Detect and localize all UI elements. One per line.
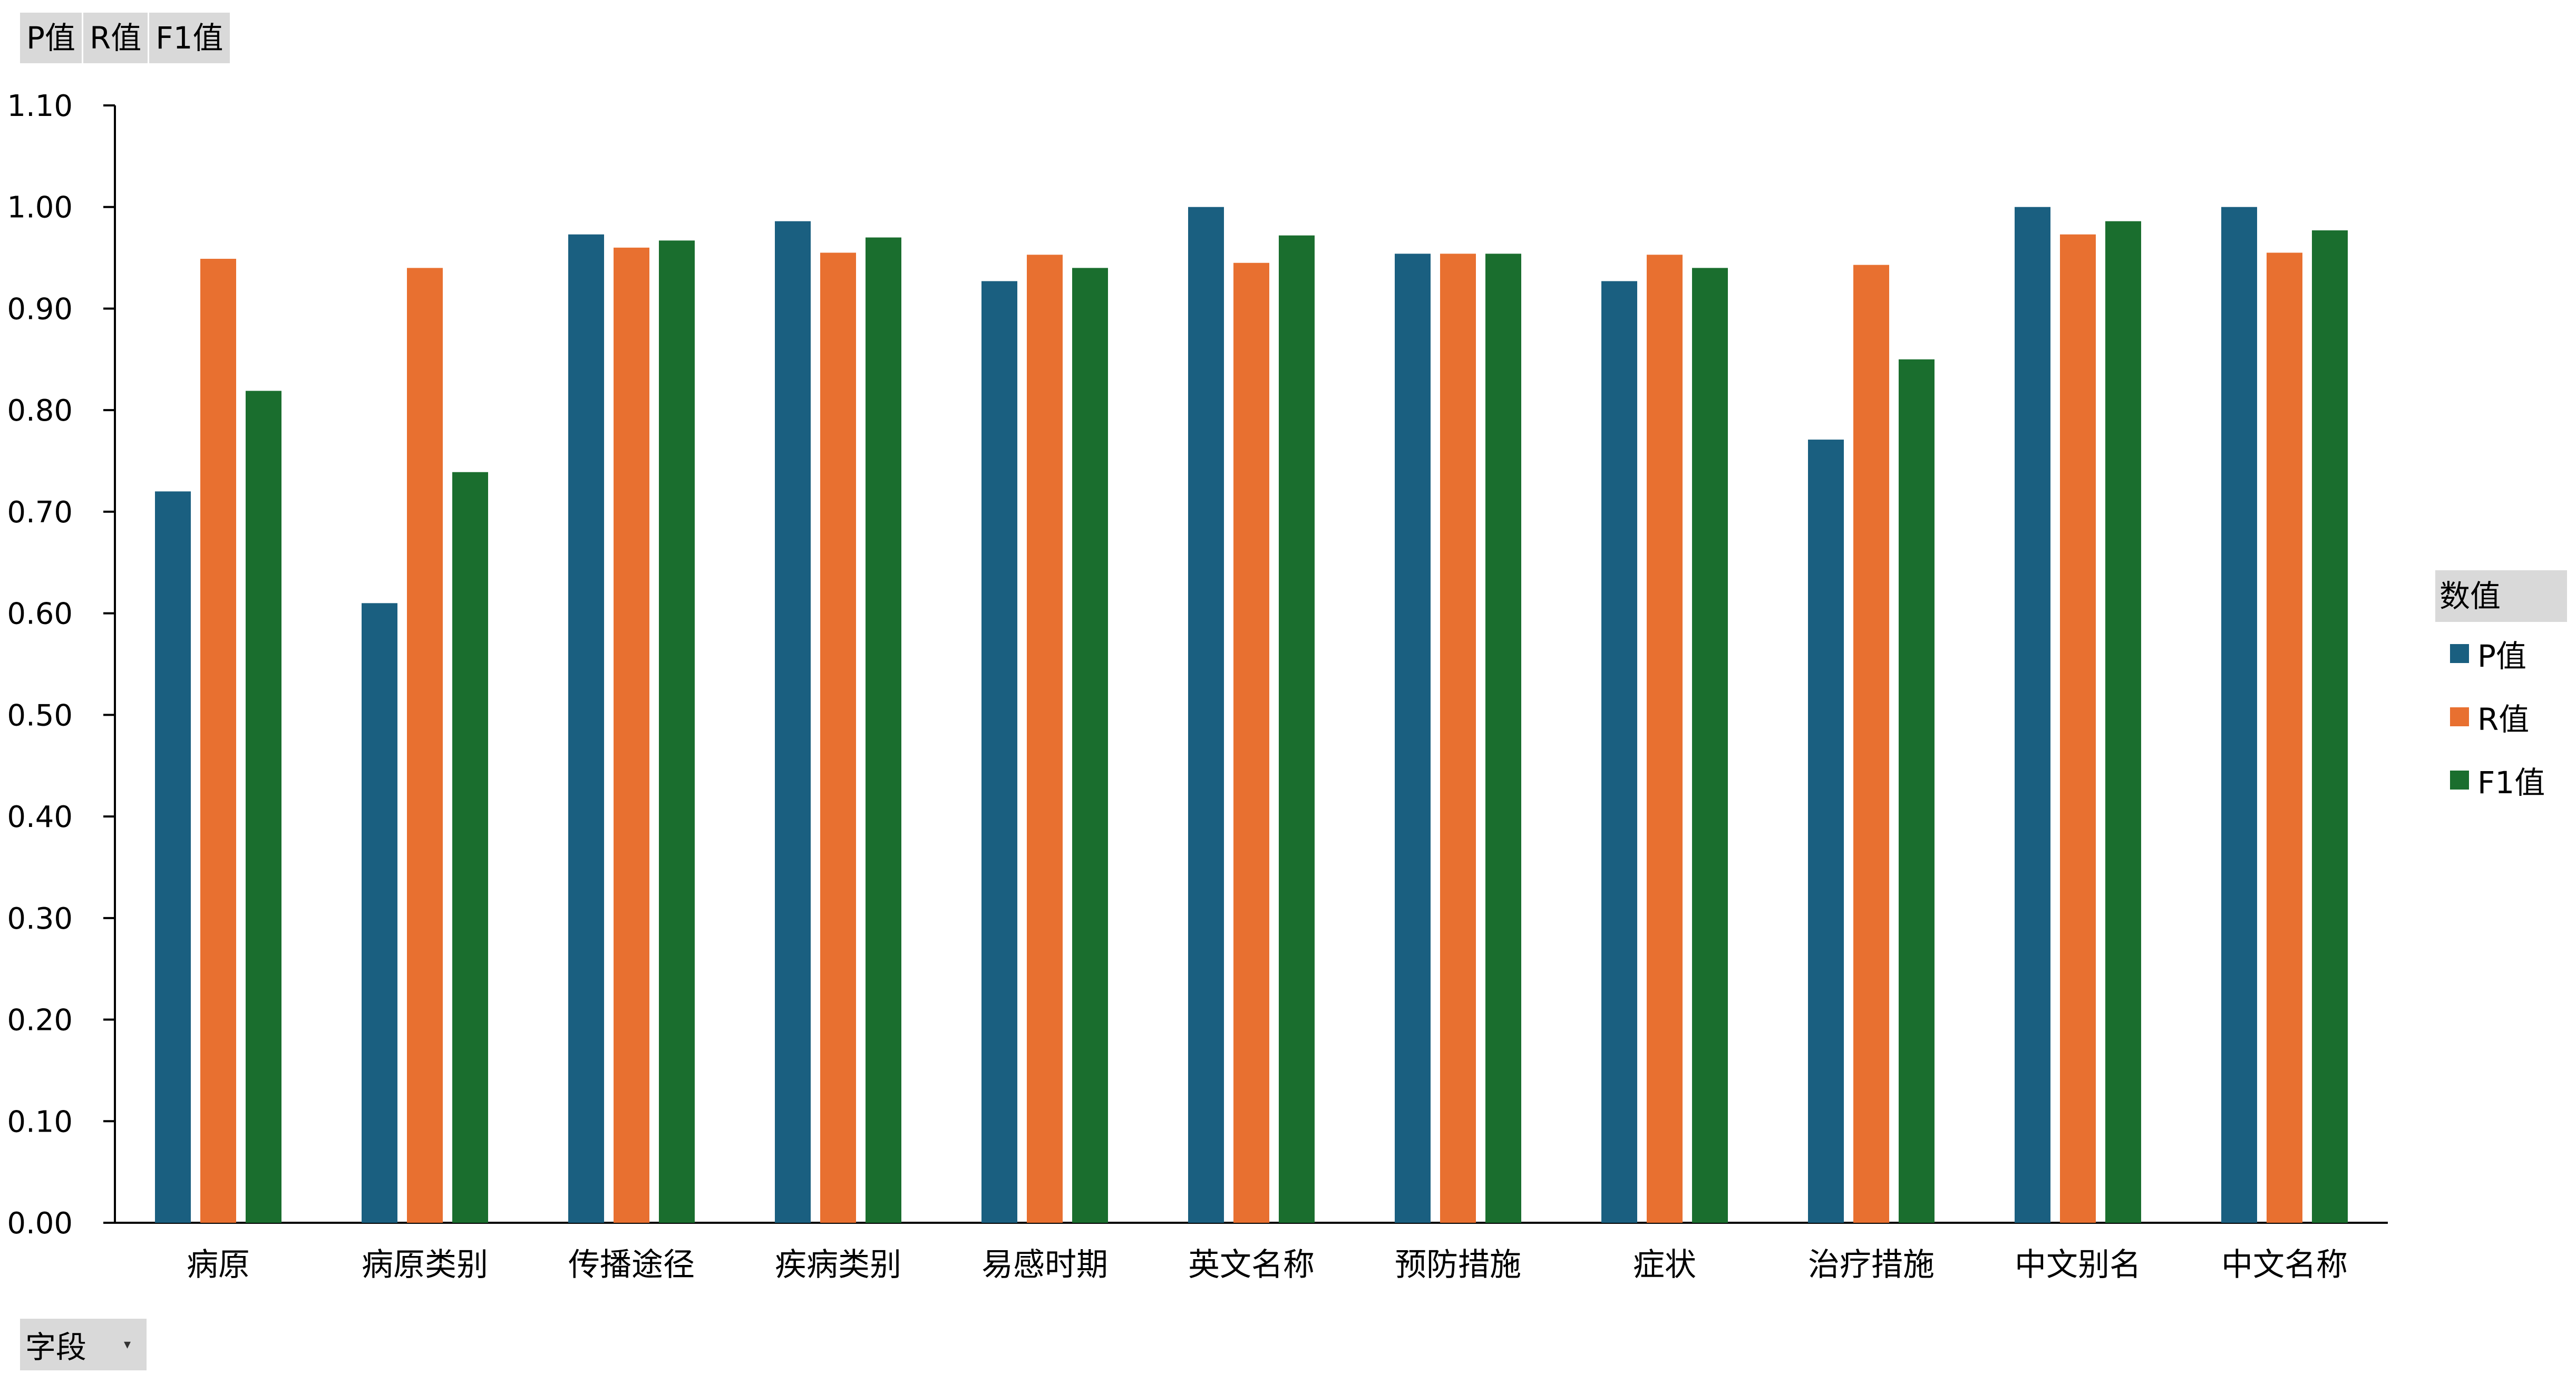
bar-r xyxy=(2060,234,2096,1223)
x-tick-label: 中文别名 xyxy=(2015,1246,2141,1283)
y-tick-label: 1.10 xyxy=(7,89,73,123)
x-tick-label: 传播途径 xyxy=(568,1246,695,1283)
axis-field-label: 字段 xyxy=(25,1329,87,1365)
bar-p xyxy=(155,491,191,1223)
bar-r xyxy=(200,259,236,1223)
bar-f1 xyxy=(246,391,281,1223)
bar-p xyxy=(775,221,811,1223)
bar-p xyxy=(1395,254,1431,1223)
bar-p xyxy=(1188,207,1224,1223)
x-tick-label: 中文名称 xyxy=(2221,1246,2348,1283)
bar-r xyxy=(1233,262,1269,1223)
bar-r xyxy=(1027,255,1063,1223)
legend-label-r: R值 xyxy=(2477,702,2530,737)
value-field-buttons: P值 R值 F1值 xyxy=(20,13,231,63)
y-tick-label: 0.60 xyxy=(7,597,73,631)
legend-swatch-f1 xyxy=(2450,771,2469,790)
field-button-r[interactable]: R值 xyxy=(83,13,150,63)
x-tick-label: 症状 xyxy=(1633,1246,1696,1283)
y-tick-label: 0.00 xyxy=(7,1206,73,1241)
bar-r xyxy=(1647,255,1683,1223)
bar-p xyxy=(981,281,1017,1223)
x-tick-label: 英文名称 xyxy=(1188,1246,1315,1283)
bar-f1 xyxy=(1692,268,1728,1223)
x-tick-label: 病原 xyxy=(187,1246,250,1283)
y-tick-label: 0.40 xyxy=(7,800,73,834)
y-tick-label: 0.10 xyxy=(7,1105,73,1139)
bar-f1 xyxy=(1485,254,1521,1223)
chevron-down-icon[interactable]: ▾ xyxy=(123,1337,131,1352)
x-tick-label: 易感时期 xyxy=(981,1246,1108,1283)
y-tick-label: 0.70 xyxy=(7,495,73,530)
bar-f1 xyxy=(452,472,488,1223)
bar-r xyxy=(2267,252,2302,1223)
bar-p xyxy=(1808,440,1844,1223)
bar-p xyxy=(1601,281,1637,1223)
bar-f1 xyxy=(1279,235,1315,1223)
y-tick-label: 0.20 xyxy=(7,1004,73,1038)
bar-r xyxy=(1440,254,1476,1223)
y-tick-label: 1.00 xyxy=(7,191,73,225)
y-tick-label: 0.50 xyxy=(7,698,73,733)
legend-label-f1: F1值 xyxy=(2477,765,2545,801)
bar-r xyxy=(820,252,856,1223)
y-tick-label: 0.90 xyxy=(7,292,73,326)
bar-r xyxy=(407,268,443,1223)
bar-f1 xyxy=(2312,230,2348,1223)
bar-r xyxy=(1853,265,1889,1223)
bar-p xyxy=(362,603,397,1223)
axis-field-dropdown[interactable]: 字段 ▾ xyxy=(20,1319,147,1370)
bar-f1 xyxy=(866,237,901,1223)
x-tick-label: 治疗措施 xyxy=(1808,1246,1935,1283)
field-button-p[interactable]: P值 xyxy=(20,13,83,63)
legend-item-f1: F1值 xyxy=(2435,748,2567,812)
x-tick-label: 预防措施 xyxy=(1395,1246,1521,1283)
bar-f1 xyxy=(659,240,695,1223)
legend-item-r: R值 xyxy=(2435,685,2567,748)
legend-swatch-r xyxy=(2450,707,2469,726)
field-button-f1[interactable]: F1值 xyxy=(149,13,231,63)
legend-item-p: P值 xyxy=(2435,622,2567,685)
legend-label-p: P值 xyxy=(2477,638,2526,674)
legend-title[interactable]: 数值 xyxy=(2435,570,2567,622)
y-tick-label: 0.80 xyxy=(7,394,73,428)
bar-f1 xyxy=(2105,221,2141,1223)
y-tick-label: 0.30 xyxy=(7,902,73,936)
bar-p xyxy=(2015,207,2050,1223)
bar-p xyxy=(2221,207,2257,1223)
bar-r xyxy=(614,247,649,1223)
bar-f1 xyxy=(1072,268,1108,1223)
x-tick-label: 病原类别 xyxy=(362,1246,488,1283)
legend: 数值 P值 R值 F1值 xyxy=(2435,570,2567,812)
bar-p xyxy=(568,234,604,1223)
bar-f1 xyxy=(1899,359,1935,1223)
legend-swatch-p xyxy=(2450,644,2469,663)
x-tick-label: 疾病类别 xyxy=(775,1246,901,1283)
